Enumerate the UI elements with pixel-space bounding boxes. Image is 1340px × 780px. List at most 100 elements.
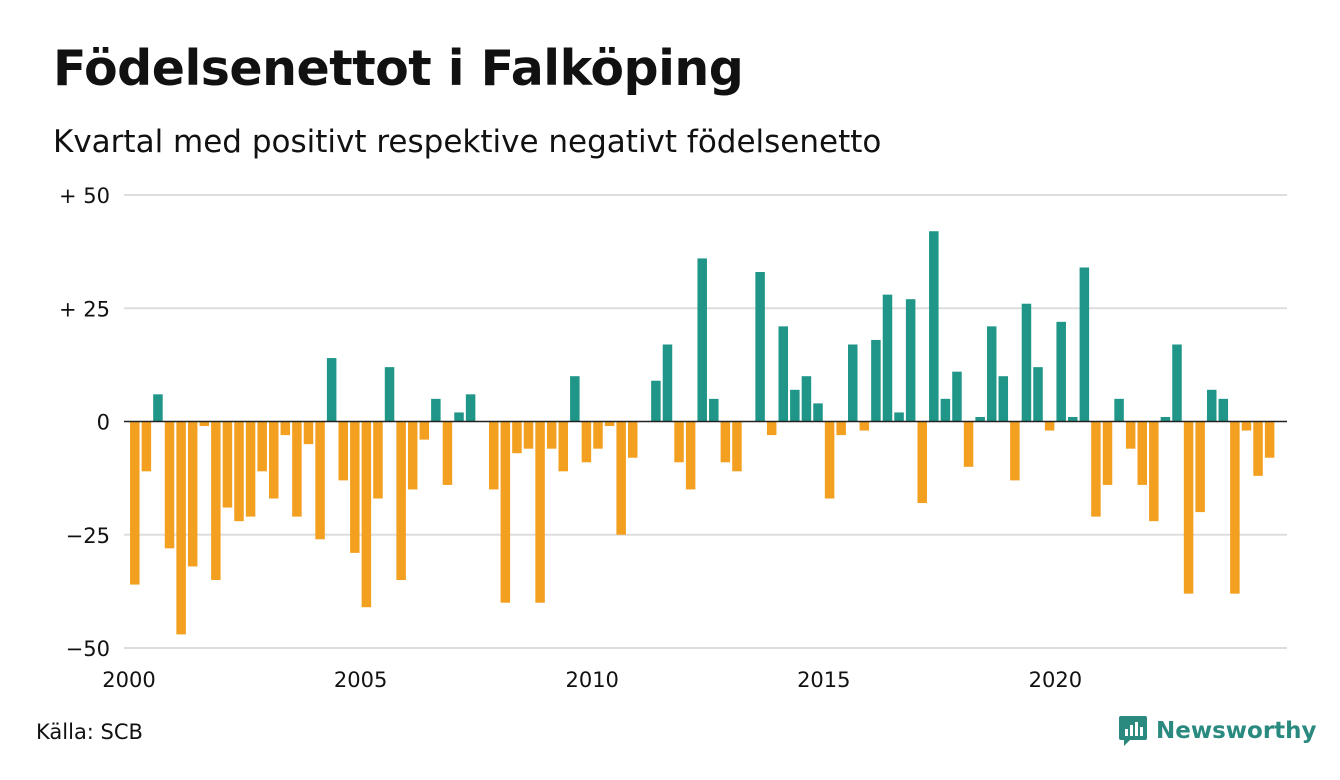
bar-negative: [535, 421, 545, 603]
bar-positive: [778, 326, 789, 422]
bar-negative: [616, 421, 626, 535]
bar-positive: [709, 398, 719, 422]
bar-negative: [257, 421, 267, 472]
bar-negative: [766, 421, 777, 436]
bar-negative: [963, 421, 974, 467]
bar-negative: [222, 421, 233, 508]
bar-negative: [593, 421, 603, 449]
newsworthy-logo-icon: [1119, 716, 1147, 746]
bar-negative: [1183, 421, 1194, 594]
bar-positive: [431, 398, 441, 422]
bar-positive: [465, 394, 476, 422]
bar-negative: [130, 421, 140, 585]
bar-positive: [790, 389, 800, 422]
bar-negative: [199, 421, 210, 427]
x-tick-label: 2000: [102, 668, 155, 692]
y-tick-label: −25: [66, 524, 110, 548]
bar-negative: [350, 421, 360, 553]
bar-positive: [940, 398, 951, 422]
bar-negative: [1230, 421, 1240, 594]
y-tick-label: + 25: [59, 297, 110, 321]
bar-positive: [662, 344, 673, 422]
bar-positive: [1033, 367, 1043, 422]
bar-negative: [627, 421, 638, 458]
bar-negative: [581, 421, 592, 463]
bar-positive: [998, 376, 1009, 422]
bar-positive: [1021, 303, 1032, 422]
bar-negative: [523, 421, 534, 449]
bar-negative: [269, 421, 279, 499]
bar-negative: [489, 421, 499, 490]
bar-negative: [234, 421, 244, 522]
bar-positive: [905, 299, 916, 422]
bar-positive: [454, 412, 464, 422]
bar-positive: [1218, 398, 1229, 422]
bar-negative: [164, 421, 175, 549]
bar-negative: [292, 421, 302, 517]
bar-negative: [546, 421, 557, 449]
bar-positive: [813, 403, 823, 422]
bar-positive: [1172, 344, 1182, 422]
bar-positive: [651, 380, 661, 422]
bar-negative: [674, 421, 684, 463]
bar-positive: [697, 258, 707, 422]
bar-negative: [1044, 421, 1055, 431]
bar-positive: [153, 394, 163, 422]
bar-negative: [1137, 421, 1147, 485]
bar-positive: [975, 416, 985, 422]
bar-negative: [373, 421, 383, 499]
bar-negative: [419, 421, 430, 440]
bar-negative: [558, 421, 568, 472]
bar-positive: [1068, 416, 1078, 422]
bar-negative: [245, 421, 256, 517]
bar-negative: [859, 421, 870, 431]
y-tick-label: + 50: [59, 184, 110, 208]
bar-positive: [1160, 416, 1171, 422]
brand-name: Newsworthy: [1156, 718, 1317, 744]
bar-positive: [570, 376, 580, 422]
x-tick-label: 2015: [797, 668, 850, 692]
bar-negative: [1149, 421, 1159, 522]
page-title: Födelsenettot i Falköping: [53, 40, 744, 97]
bar-negative: [211, 421, 221, 581]
bar-positive: [1079, 267, 1090, 422]
y-tick-label: 0: [97, 411, 110, 435]
x-tick-label: 2020: [1029, 668, 1082, 692]
page-subtitle: Kvartal med positivt respektive negativt…: [53, 124, 882, 160]
bar-negative: [442, 421, 453, 485]
bar-positive: [952, 371, 962, 422]
bar-negative: [824, 421, 835, 499]
x-tick-label: 2010: [565, 668, 618, 692]
bar-positive: [801, 376, 812, 422]
y-tick-label: −50: [66, 637, 110, 661]
bar-negative: [1091, 421, 1101, 517]
bar-positive: [326, 358, 337, 422]
bar-negative: [280, 421, 291, 436]
bar-negative: [604, 421, 615, 427]
bar-negative: [1253, 421, 1263, 476]
bar-positive: [894, 412, 904, 422]
bar-negative: [338, 421, 348, 481]
bar-negative: [1102, 421, 1113, 485]
bar-positive: [848, 344, 858, 422]
source-label: Källa: SCB: [36, 720, 143, 744]
bar-negative: [407, 421, 418, 490]
bar-negative: [187, 421, 198, 567]
bar-negative: [1125, 421, 1136, 449]
bar-negative: [836, 421, 846, 436]
bar-negative: [512, 421, 522, 454]
bar-negative: [1195, 421, 1205, 513]
bar-negative: [917, 421, 927, 504]
bar-negative: [303, 421, 314, 445]
bar-negative: [176, 421, 186, 635]
bar-negative: [315, 421, 325, 540]
bar-negative: [720, 421, 731, 463]
x-tick-label: 2005: [334, 668, 387, 692]
bar-positive: [871, 339, 881, 422]
bar-negative: [396, 421, 406, 581]
bar-positive: [882, 294, 893, 422]
bar-positive: [1056, 321, 1066, 422]
bar-positive: [1206, 389, 1217, 422]
